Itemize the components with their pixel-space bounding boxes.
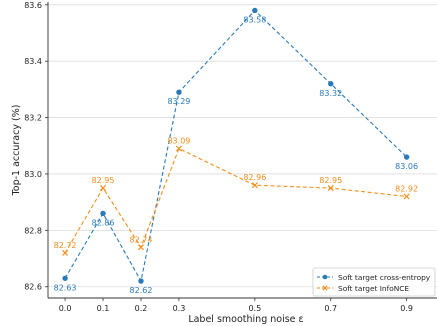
y-tick-label: 82.6 xyxy=(24,283,42,292)
legend-label: Soft target cross-entropy xyxy=(338,273,431,282)
data-label: 82.95 xyxy=(92,176,115,185)
data-point xyxy=(176,89,182,95)
x-axis-ticks: 0.0 0.1 0.2 0.3 0.5 0.7 0.9 xyxy=(59,298,413,313)
data-point xyxy=(251,182,258,189)
x-tick-label: 0.3 xyxy=(173,304,186,313)
y-tick-label: 83.4 xyxy=(24,57,42,66)
data-point xyxy=(100,185,107,192)
data-label: 83.09 xyxy=(167,137,190,146)
x-tick-label: 0.2 xyxy=(135,304,148,313)
data-point xyxy=(403,154,410,160)
legend: Soft target cross-entropy Soft target Inf… xyxy=(312,267,436,297)
legend-marker xyxy=(322,274,328,280)
legend-item: Soft target cross-entropy xyxy=(317,273,431,282)
y-tick-label: 82.8 xyxy=(24,226,42,235)
axes xyxy=(47,2,437,299)
series-line xyxy=(64,147,407,254)
x-tick-label: 0.7 xyxy=(324,304,337,313)
data-label: 82.96 xyxy=(243,173,266,182)
y-tick-label: 83.6 xyxy=(24,1,42,10)
grid-lines xyxy=(48,4,437,288)
data-label: 82.72 xyxy=(54,241,77,250)
marker-stroke xyxy=(251,182,258,189)
data-point xyxy=(100,210,106,217)
data-label: 82.63 xyxy=(54,283,77,292)
legend-marker xyxy=(322,285,328,291)
legend-box xyxy=(312,267,436,297)
data-label: 83.29 xyxy=(167,97,190,106)
y-axis-ticks: 82.6 82.8 83.0 83.2 83.4 83.6 xyxy=(24,1,48,292)
marker-stroke xyxy=(175,145,182,152)
marker-stroke xyxy=(62,249,69,256)
marker-stroke xyxy=(137,244,145,251)
data-point xyxy=(327,185,334,192)
y-tick-label: 83.2 xyxy=(24,114,42,123)
marker-stroke xyxy=(100,185,107,192)
data-label: 82.86 xyxy=(92,218,115,227)
data-label: 82.74 xyxy=(130,235,153,244)
x-tick-label: 0.5 xyxy=(248,304,261,313)
data-point xyxy=(137,244,145,251)
data-label: 82.92 xyxy=(395,185,418,194)
marker-stroke xyxy=(327,185,334,192)
legend-item: Soft target InfoNCE xyxy=(317,284,409,293)
data-label: 83.32 xyxy=(319,89,342,98)
x-axis-label: Label smoothing noise ε xyxy=(188,314,303,325)
data-point xyxy=(138,278,144,284)
data-label: 83.06 xyxy=(395,162,418,171)
data-labels: 82.63 82.86 82.62 83.29 83.58 83.32 83.06 82.72… xyxy=(54,15,418,295)
x-tick-label: 0.1 xyxy=(97,304,110,313)
data-label: 82.62 xyxy=(130,286,153,295)
data-label: 82.95 xyxy=(319,176,342,185)
data-point xyxy=(62,249,69,256)
data-point xyxy=(175,145,182,152)
legend-label: Soft target InfoNCE xyxy=(338,284,409,293)
data-point xyxy=(328,81,334,87)
series-layer xyxy=(62,7,410,284)
x-tick-label: 0.9 xyxy=(400,304,413,313)
data-label: 83.58 xyxy=(243,15,266,24)
marker-stroke xyxy=(403,193,410,200)
y-tick-label: 83.0 xyxy=(24,170,42,179)
x-tick-label: 0.0 xyxy=(59,304,72,313)
data-point xyxy=(403,193,410,200)
data-point xyxy=(62,275,68,281)
data-point xyxy=(252,7,258,14)
series-line xyxy=(64,9,408,283)
y-axis-label: Top-1 accuracy (%) xyxy=(11,105,22,197)
